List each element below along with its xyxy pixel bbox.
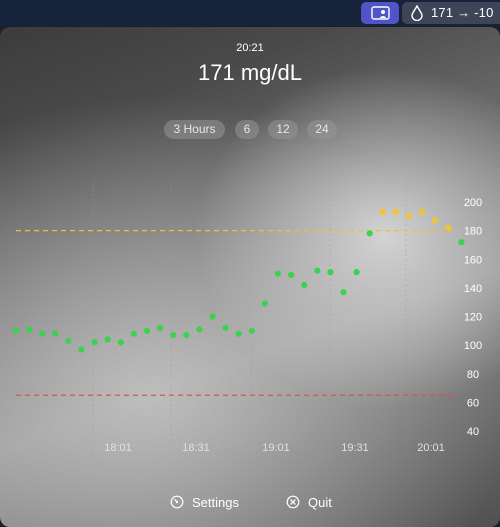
glucose-point [340, 289, 347, 296]
range-6-button[interactable]: 6 [235, 120, 259, 139]
settings-label: Settings [192, 495, 239, 510]
y-tick-label-6: 80 [467, 369, 479, 381]
glucose-point [52, 330, 59, 337]
glucose-reading: 171 mg/dL [198, 60, 302, 85]
range-12-button[interactable]: 12 [268, 120, 298, 139]
glucose-point [26, 326, 33, 333]
glucose-point [419, 208, 426, 216]
popover-panel: 20:21 171 mg/dL 3 Hours 6 12 24 200 180 16… [0, 27, 500, 527]
glucose-point [183, 332, 190, 339]
y-tick-label-8: 40 [467, 426, 479, 438]
glucose-point [445, 224, 452, 231]
glucose-point [222, 324, 229, 332]
glucose-point [379, 208, 386, 216]
x-tick-label-2: 19:01 [262, 442, 290, 454]
glucose-point [157, 324, 164, 332]
glucose-chart: 200 180 160 140 120 100 80 60 40 18:01 18:31 19:01… [12, 179, 482, 457]
settings-button[interactable]: Settings [170, 493, 250, 513]
glucose-point [12, 327, 20, 334]
glucose-point [327, 269, 334, 276]
y-tick-label-0: 200 [464, 197, 482, 209]
glucose-point [65, 337, 72, 344]
y-tick-label-1: 180 [464, 226, 482, 238]
y-tick-label-7: 60 [467, 397, 479, 409]
y-tick-label-2: 160 [464, 254, 482, 266]
reading-time: 20:21 [236, 42, 264, 54]
glucose-point [458, 238, 465, 246]
gauge-icon [170, 495, 184, 509]
glucose-point [405, 213, 413, 220]
glucose-point [91, 339, 98, 346]
y-tick-label-5: 100 [464, 340, 482, 352]
display-person-icon [371, 6, 390, 20]
glucose-point [130, 330, 137, 337]
x-tick-label-1: 18:31 [182, 442, 210, 454]
glucose-point [314, 267, 321, 274]
range-3-hours-button[interactable]: 3 Hours [164, 120, 225, 139]
glucose-point [235, 330, 242, 337]
glucose-point [170, 332, 177, 339]
glucose-point [366, 230, 373, 237]
x-tick-label-0: 18:01 [104, 442, 132, 454]
glucose-point [196, 326, 203, 333]
glucose-status-item[interactable]: 171 → -10 [402, 2, 500, 24]
x-tick-label-4: 20:01 [417, 442, 445, 454]
y-tick-label-3: 140 [464, 283, 482, 295]
glucose-point [392, 208, 399, 216]
glucose-point [261, 300, 268, 307]
range-24-button[interactable]: 24 [307, 120, 337, 139]
menu-bar: 171 → -10 [0, 0, 500, 26]
status-text: 171 → -10 [431, 5, 494, 20]
glucose-point [274, 270, 282, 277]
y-tick-label-4: 120 [464, 312, 482, 324]
display-button[interactable] [361, 2, 399, 24]
glucose-point [248, 327, 255, 334]
glucose-point [117, 339, 124, 346]
glucose-point [209, 313, 216, 320]
quit-label: Quit [308, 495, 332, 510]
glucose-point [104, 336, 111, 343]
glucose-point [301, 281, 308, 289]
glucose-point [143, 327, 151, 334]
quit-button[interactable]: Quit [286, 493, 346, 513]
x-tick-label-3: 19:31 [341, 442, 369, 454]
water-drop-icon [411, 5, 423, 21]
glucose-point [288, 271, 295, 279]
close-circle-icon [286, 495, 300, 509]
glucose-point [78, 346, 85, 353]
glucose-point [432, 217, 439, 224]
glucose-point [353, 269, 360, 276]
glucose-point [39, 330, 46, 337]
